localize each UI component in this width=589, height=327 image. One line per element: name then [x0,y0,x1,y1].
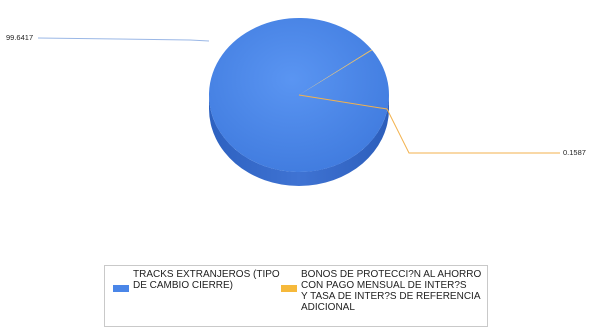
legend-swatch-tracks-extranjeros [113,285,129,292]
data-label-tracks-extranjeros: 99.6417 [6,33,33,42]
legend-swatch-bonos-de-proteccion [281,285,297,292]
leader-line-bonos-de-proteccion [298,94,560,154]
leader-line-tracks-extranjeros [37,37,210,42]
legend-label-bonos-de-proteccion: BONOS DE PROTECCI?N AL AHORRO CON PAGO M… [301,269,482,313]
data-label-bonos-de-proteccion: 0.1587 [563,148,586,157]
legend-item-tracks-extranjeros: TRACKS EXTRANJEROS (TIPO DE CAMBIO CIERR… [113,269,298,292]
legend-label-tracks-extranjeros: TRACKS EXTRANJEROS (TIPO DE CAMBIO CIERR… [133,269,280,291]
pie-slice-tracks-extranjeros [208,17,389,172]
pie-slice-bonos-de-proteccion [299,49,373,95]
pie-side-depth [209,95,389,186]
chart-legend: TRACKS EXTRANJEROS (TIPO DE CAMBIO CIERR… [104,265,488,327]
legend-item-bonos-de-proteccion: BONOS DE PROTECCI?N AL AHORRO CON PAGO M… [281,269,486,313]
